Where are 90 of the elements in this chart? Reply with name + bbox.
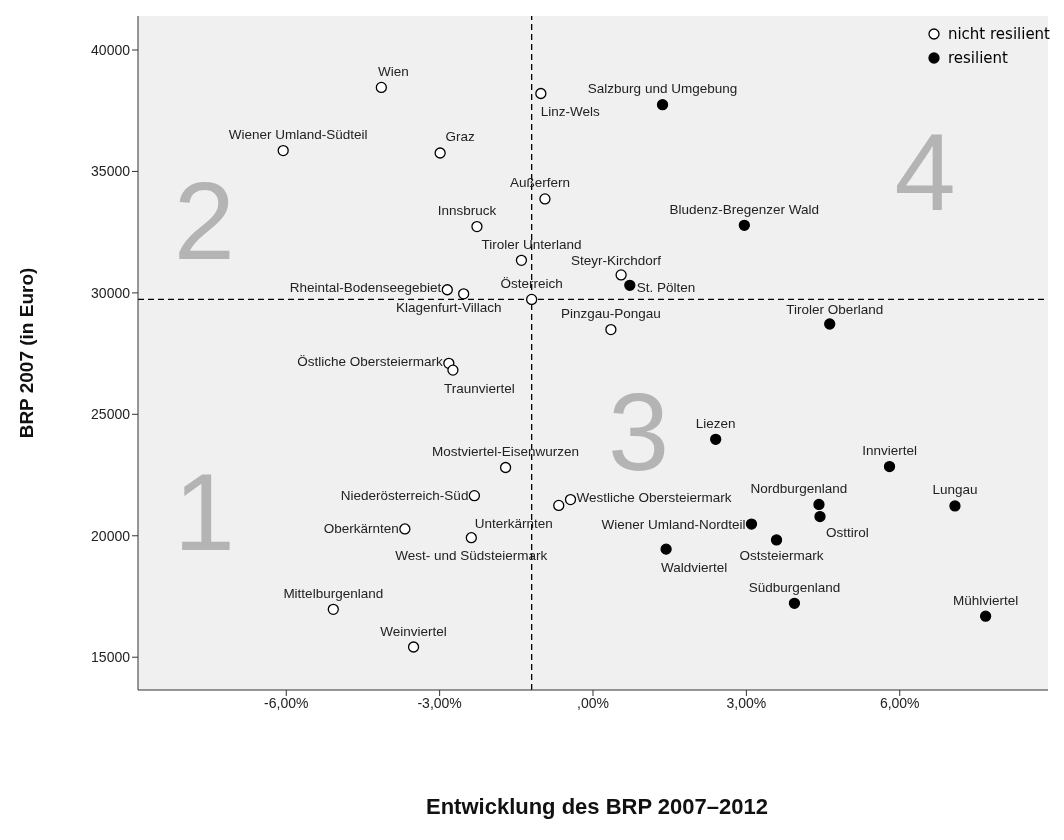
annotation: Lungau (932, 482, 978, 498)
y-tick-label: 40000 (91, 41, 131, 58)
annotation: Wien (377, 63, 409, 79)
x-tick-label: -3,00% (417, 694, 462, 711)
annotation: Traunviertel (443, 380, 515, 396)
point (624, 279, 636, 292)
annotation: Östliche Obersteiermark (297, 353, 444, 369)
point (710, 433, 722, 445)
point (471, 220, 483, 233)
point (526, 293, 538, 306)
point (615, 269, 627, 281)
annotation: Niederösterreich-Süd (340, 488, 469, 504)
point (468, 490, 481, 502)
annotation: Wiener Umland-Südteil (228, 127, 368, 143)
point (660, 543, 672, 555)
point (499, 461, 512, 474)
annotation: Salzburg und Umgebung (587, 81, 738, 97)
x-tick-label: 6,00% (879, 694, 920, 711)
point (788, 597, 801, 609)
annotation: Linz-Wels (540, 103, 601, 119)
point (814, 510, 826, 523)
annotation: Mühlviertel (952, 592, 1019, 608)
point (375, 81, 387, 94)
point (535, 87, 547, 100)
point (738, 219, 750, 232)
x-tick-label: ,00% (577, 694, 609, 711)
annotation: 1 (173, 449, 236, 573)
point (465, 532, 477, 544)
annotation: Tiroler Oberland (786, 302, 884, 318)
point (277, 144, 289, 157)
annotation: West- und Südsteiermark (395, 548, 548, 564)
point (553, 499, 565, 512)
annotation: Südburgenland (748, 579, 841, 595)
point (515, 254, 528, 266)
annotation: St. Pölten (636, 279, 696, 295)
point (434, 147, 446, 159)
y-axis-title: BRP 2007 (in Euro) (15, 267, 37, 439)
annotation: Waldviertel (661, 559, 728, 575)
annotation: Nordburgenland (750, 480, 848, 496)
legend-label: resilient (947, 49, 1008, 67)
point (949, 500, 961, 512)
annotation: Osttirol (825, 525, 869, 541)
point (770, 534, 783, 546)
x-tick-label: 3,00% (726, 694, 767, 711)
point (539, 193, 551, 205)
annotation: Oststeiermark (739, 548, 824, 564)
annotation: Pinzgau-Pongau (560, 306, 661, 322)
annotation: Liezen (695, 415, 736, 431)
annotation: Innviertel (862, 443, 917, 459)
point (458, 288, 470, 300)
annotation: Österreich (500, 275, 563, 291)
annotation: Weinviertel (380, 623, 447, 639)
point (399, 523, 411, 535)
annotation: Unterkärnten (474, 515, 553, 531)
point (327, 603, 339, 616)
annotation: Steyr-Kirchdorf (571, 253, 662, 269)
annotation: Mittelburgenland (283, 585, 384, 601)
annotation: 3 (607, 369, 670, 493)
annotation: 2 (173, 158, 236, 282)
point (656, 99, 669, 111)
y-tick-label: 35000 (91, 163, 131, 180)
annotation: Bludenz-Bregenzer Wald (669, 201, 820, 217)
point (605, 323, 617, 336)
annotation: Wiener Umland-Nordteil (601, 516, 746, 532)
annotation: Mostviertel-Eisenwurzen (432, 444, 580, 460)
annotation: Oberkärnten (323, 521, 399, 537)
point (979, 610, 992, 622)
point (441, 284, 453, 296)
x-tick-label: -6,00% (264, 694, 309, 711)
annotation: 4 (894, 110, 956, 234)
y-tick-label: 30000 (91, 284, 131, 301)
point (447, 364, 459, 376)
point (813, 498, 825, 511)
annotation: Tiroler Unterland (481, 236, 582, 252)
y-tick-label: 15000 (91, 649, 131, 666)
annotation: Klagenfurt-Villach (395, 300, 502, 316)
x-axis-title: Entwicklung des BRP 2007–2012 (425, 794, 769, 820)
point (564, 493, 577, 506)
legend-label: nicht resilient (947, 25, 1050, 43)
point (745, 518, 758, 530)
annotation: Rheintal-Bodenseegebiet (289, 280, 442, 296)
y-tick-label: 25000 (91, 406, 131, 423)
point (883, 460, 896, 473)
y-tick-label: 20000 (91, 527, 131, 544)
annotation: Innsbruck (437, 203, 497, 219)
point (407, 641, 420, 653)
annotation: Graz (445, 129, 476, 145)
point (824, 318, 836, 330)
annotation: Westliche Obersteiermark (576, 490, 732, 506)
annotation: Außerfern (509, 175, 570, 191)
